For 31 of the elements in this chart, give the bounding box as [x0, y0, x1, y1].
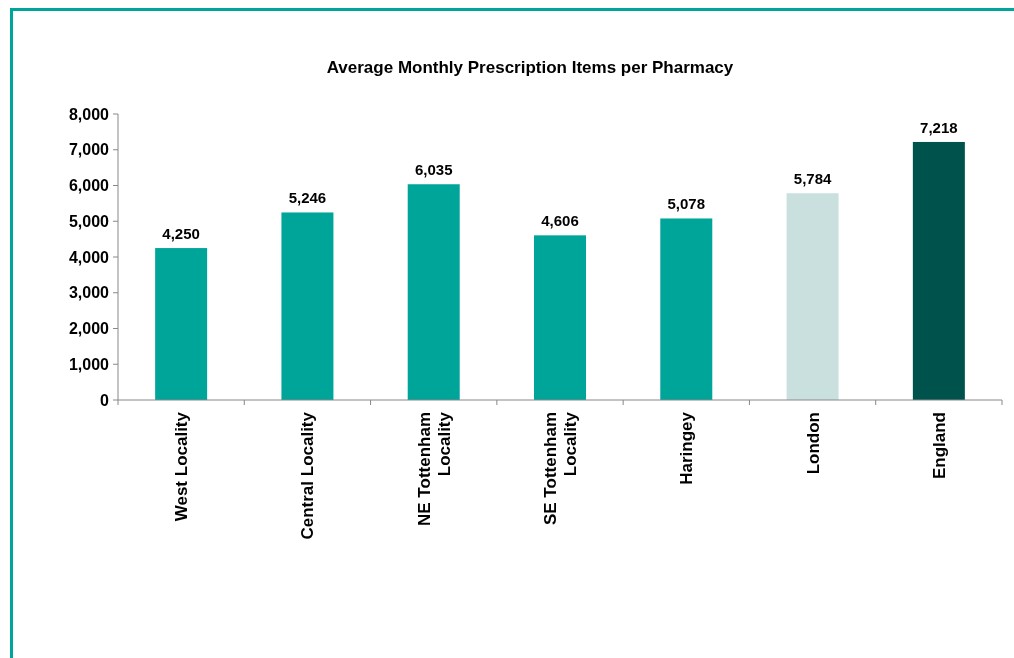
y-tick-label: 0: [100, 391, 110, 409]
data-label: 4,250: [162, 225, 200, 243]
x-tick-label: Haringey: [677, 411, 697, 485]
x-tick-label: London: [803, 412, 823, 475]
data-label: 6,035: [414, 161, 453, 179]
x-tick-label: West Locality: [172, 411, 192, 522]
bar: [534, 235, 586, 400]
data-label: 4,606: [541, 212, 579, 230]
x-tick-label: NE Tottenham Locality: [414, 411, 454, 526]
data-label: 5,246: [288, 189, 327, 207]
y-tick-label: 8,000: [68, 105, 110, 123]
y-tick-label: 2,000: [68, 320, 110, 338]
bar: [155, 248, 208, 400]
y-tick-label: 1,000: [68, 355, 110, 373]
x-tick-label: SE Tottenham Locality: [541, 411, 580, 526]
bar: [407, 184, 460, 400]
x-tick-label: Central Locality: [298, 411, 318, 540]
chart-title: Average Monthly Prescription Items per Pharmacy: [326, 58, 734, 77]
data-label: 5,784: [793, 170, 832, 188]
bar: [660, 218, 713, 400]
data-label: 7,218: [920, 118, 958, 136]
bar: [281, 212, 334, 400]
y-tick-label: 4,000: [68, 248, 110, 266]
y-tick-label: 6,000: [68, 177, 110, 195]
y-tick-label: 3,000: [68, 284, 110, 302]
bar: [786, 193, 839, 400]
bar: [912, 141, 965, 400]
y-tick-label: 5,000: [68, 212, 110, 230]
y-tick-label: 7,000: [68, 141, 110, 159]
data-label: 5,078: [667, 195, 706, 213]
x-tick-label: England: [929, 412, 949, 480]
